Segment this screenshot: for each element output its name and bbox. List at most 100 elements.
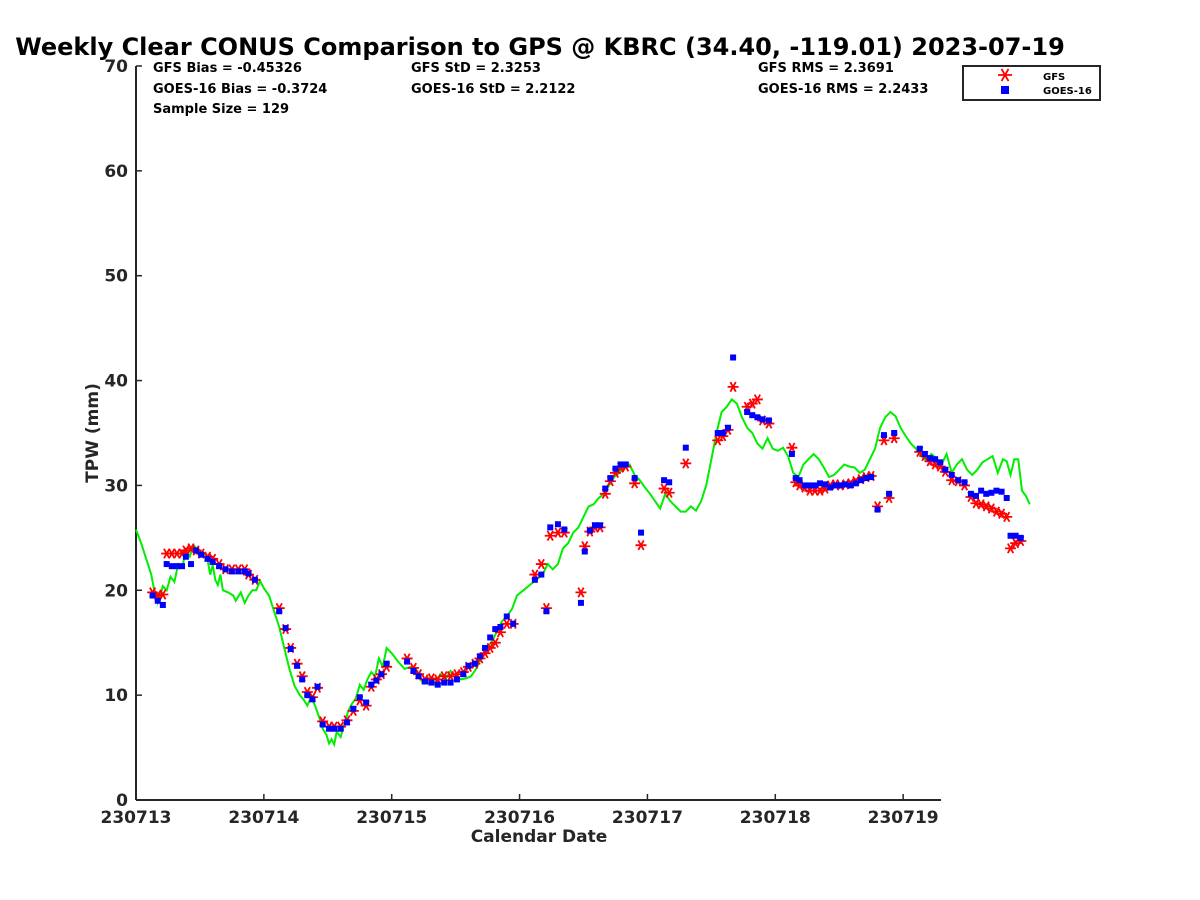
x-ticks: 230713 230714 230715 230716 230717 230718 2307… [101, 794, 939, 828]
goes-point [179, 563, 186, 570]
goes-point [187, 561, 194, 568]
x-tick-label: 230716 [484, 808, 555, 828]
goes-point [622, 461, 629, 468]
goes-point [441, 679, 448, 686]
gfs-std-stat: GFS StD = 2.3253 [411, 61, 541, 76]
goes-point [241, 568, 248, 575]
goes-point [661, 477, 668, 484]
goes-point [886, 490, 893, 497]
gfs-point [786, 442, 798, 453]
goes-point [978, 487, 985, 494]
goes-point [209, 558, 216, 565]
goes-point [276, 608, 283, 615]
goes-point [811, 482, 818, 489]
gfs-point [544, 530, 556, 541]
y-tick-label: 20 [104, 581, 128, 601]
goes-point [842, 481, 849, 488]
goes-point [159, 601, 166, 608]
gfs-point [445, 671, 457, 682]
goes-point [198, 551, 205, 558]
goes-point [638, 529, 645, 536]
goes-point [607, 475, 614, 482]
goes-point [356, 694, 363, 701]
goes-point [817, 480, 824, 487]
gfs-bias-stat: GFS Bias = -0.45326 [153, 61, 302, 76]
goes-point [538, 571, 545, 578]
goes-point [428, 679, 435, 686]
goes-point [410, 668, 417, 675]
goes-point [730, 354, 737, 361]
goes-point [368, 681, 375, 688]
goes-point [193, 547, 200, 554]
goes-point [967, 490, 974, 497]
goes-point [921, 450, 928, 457]
goes-point [482, 644, 489, 651]
goes-point [744, 409, 751, 416]
legend-box [962, 65, 1101, 101]
goes-point [309, 696, 316, 703]
x-tick-label: 230717 [612, 808, 683, 828]
goes-point [251, 576, 258, 583]
goes-point [602, 485, 609, 492]
legend-gfs-asterisk [998, 68, 1012, 82]
gfs-point [489, 637, 501, 648]
goes-point [415, 673, 422, 680]
goes-point [378, 671, 385, 678]
goes-point [447, 679, 454, 686]
goes-point [857, 477, 864, 484]
goes-point [983, 490, 990, 497]
goes-point [988, 489, 995, 496]
goes-point [1017, 534, 1024, 541]
goes-point [216, 563, 223, 570]
y-tick-label: 30 [104, 476, 128, 496]
legend-goes-label: GOES-16 [1043, 86, 1092, 97]
goes-point [434, 681, 441, 688]
goes-point [788, 450, 795, 457]
goes-point [154, 597, 161, 604]
goes-point [299, 676, 306, 683]
goes-point [852, 480, 859, 487]
gfs-point [157, 589, 169, 600]
plot-area [135, 354, 1031, 748]
goes-point [1003, 495, 1010, 502]
goes-point [163, 561, 170, 568]
goes-point [837, 482, 844, 489]
goes-point [373, 677, 380, 684]
axes [135, 66, 941, 801]
legend-gfs-marker [998, 68, 1012, 82]
goes-point [350, 705, 357, 712]
legend: GFS GOES-16 [962, 65, 1101, 101]
gfs-point [751, 394, 763, 405]
gfs-point [680, 458, 692, 469]
chart-title: Weekly Clear CONUS Comparison to GPS @ K… [15, 33, 1065, 61]
goes-point [453, 676, 460, 683]
goes-point [326, 725, 333, 732]
goes-point [228, 568, 235, 575]
goes-point [173, 563, 180, 570]
gfs-point [1005, 543, 1017, 554]
goes-rms-stat: GOES-16 RMS = 2.2433 [758, 82, 928, 97]
goes-point [666, 479, 673, 486]
goes-point [182, 553, 189, 560]
goes-point [561, 526, 568, 533]
goes-point [465, 662, 472, 669]
goes-point [586, 527, 593, 534]
goes-point [343, 719, 350, 726]
goes-point [832, 482, 839, 489]
gfs-point [727, 381, 739, 393]
goes-point [404, 658, 411, 665]
goes-point [337, 725, 344, 732]
goes-point [245, 570, 252, 577]
goes-point [955, 477, 962, 484]
goes-point [547, 524, 554, 531]
goes-point [719, 430, 726, 436]
goes-point [149, 592, 156, 599]
goes-point [759, 416, 766, 423]
goes-point [998, 488, 1005, 495]
y-tick-label: 0 [116, 791, 128, 811]
goes-point [612, 465, 619, 472]
goes-point [806, 482, 813, 489]
goes-point [421, 678, 428, 685]
goes-point [581, 548, 588, 555]
